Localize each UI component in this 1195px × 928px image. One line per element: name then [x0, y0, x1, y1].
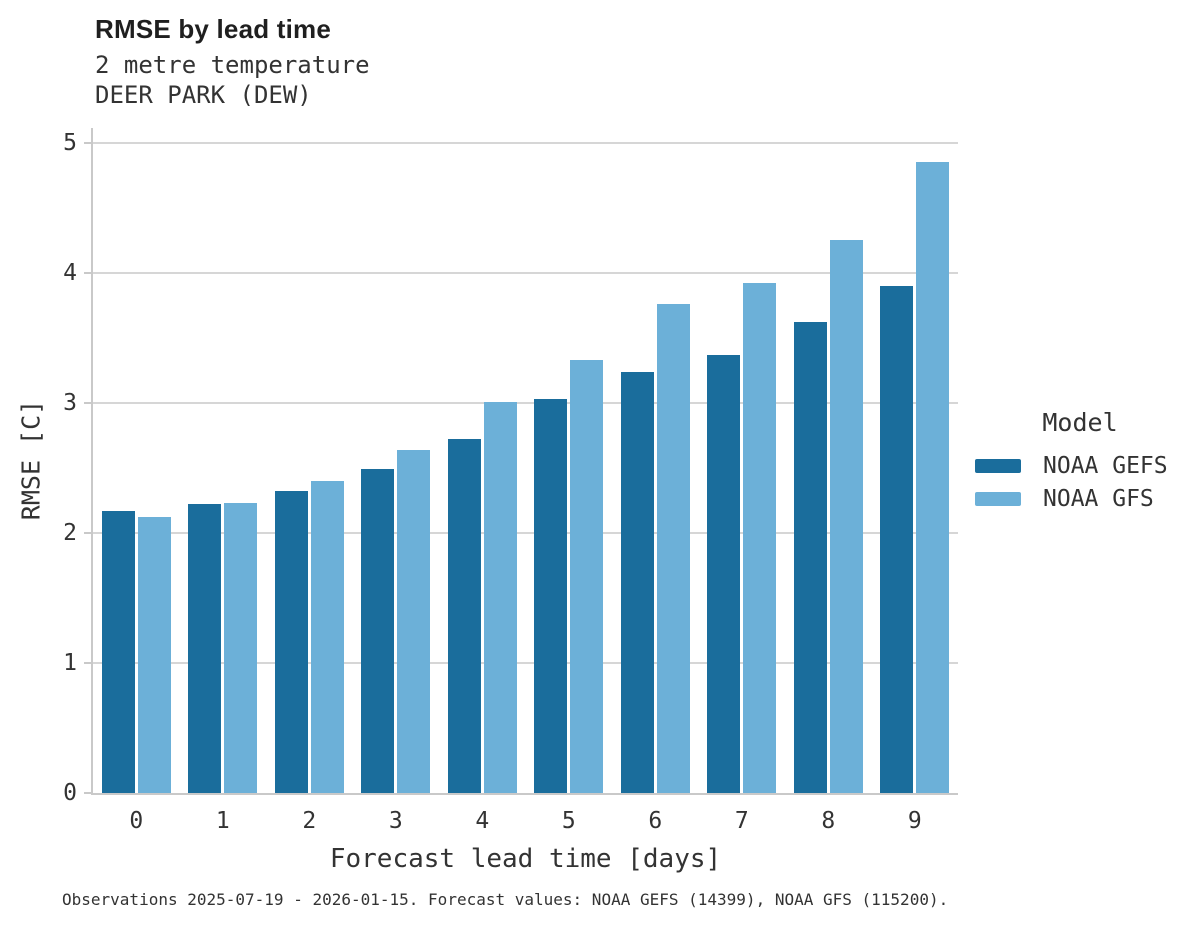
x-axis-spine — [91, 793, 958, 795]
x-tick-label-1: 1 — [215, 808, 230, 834]
chart-subtitle-variable: 2 metre temperature — [95, 51, 370, 79]
y-tick-mark-4 — [84, 272, 91, 274]
bar-noaa-gefs-lead-9 — [880, 286, 914, 793]
chart-title: RMSE by lead time — [95, 14, 332, 44]
bar-noaa-gfs-lead-9 — [916, 162, 950, 793]
gridline-y-4 — [93, 272, 958, 274]
bar-noaa-gefs-lead-8 — [793, 322, 827, 793]
legend-label-noaa-gefs: NOAA GEFS — [1043, 452, 1168, 479]
y-tick-label-3: 3 — [63, 390, 77, 416]
bar-noaa-gefs-lead-7 — [707, 355, 741, 793]
y-tick-mark-0 — [84, 792, 91, 794]
x-tick-label-4: 4 — [475, 808, 490, 834]
y-tick-mark-5 — [84, 142, 91, 144]
bar-noaa-gefs-lead-6 — [620, 372, 654, 793]
y-tick-mark-1 — [84, 662, 91, 664]
bar-noaa-gfs-lead-3 — [397, 450, 431, 793]
y-tick-label-5: 5 — [63, 130, 77, 156]
gridline-y-3 — [93, 402, 958, 404]
x-tick-label-3: 3 — [388, 808, 403, 834]
legend: Model NOAA GEFS NOAA GFS — [975, 408, 1185, 515]
legend-title: Model — [1042, 408, 1118, 437]
x-tick-label-5: 5 — [561, 808, 576, 834]
y-tick-label-2: 2 — [63, 520, 77, 546]
bar-noaa-gfs-lead-0 — [137, 517, 171, 793]
bar-noaa-gefs-lead-4 — [447, 439, 481, 793]
y-axis-title: RMSE [C] — [16, 399, 46, 521]
y-tick-label-0: 0 — [63, 780, 77, 806]
x-axis-title: Forecast lead time [days] — [329, 844, 722, 874]
x-tick-label-0: 0 — [129, 808, 144, 834]
gridline-y-1 — [93, 662, 958, 664]
bar-noaa-gfs-lead-1 — [224, 503, 258, 793]
bar-noaa-gefs-lead-2 — [274, 491, 308, 793]
bar-noaa-gefs-lead-0 — [101, 511, 135, 793]
gridline-y-5 — [93, 142, 958, 144]
bar-noaa-gfs-lead-2 — [310, 481, 344, 793]
chart-subtitle-station: DEER PARK (DEW) — [95, 81, 312, 109]
bar-noaa-gefs-lead-5 — [534, 399, 568, 793]
legend-label-noaa-gfs: NOAA GFS — [1043, 485, 1154, 512]
x-tick-label-9: 9 — [907, 808, 922, 834]
y-tick-mark-2 — [84, 532, 91, 534]
bar-noaa-gefs-lead-3 — [361, 469, 395, 793]
bar-noaa-gfs-lead-8 — [829, 240, 863, 793]
bar-noaa-gefs-lead-1 — [188, 504, 222, 793]
bar-noaa-gfs-lead-5 — [570, 360, 604, 793]
x-tick-label-2: 2 — [302, 808, 317, 834]
x-tick-label-8: 8 — [821, 808, 836, 834]
gridline-y-2 — [93, 532, 958, 534]
x-tick-label-7: 7 — [734, 808, 749, 834]
legend-entry-noaa-gfs: NOAA GFS — [975, 482, 1185, 515]
y-tick-mark-3 — [84, 402, 91, 404]
footer-note: Observations 2025-07-19 - 2026-01-15. Fo… — [62, 890, 949, 909]
bar-noaa-gfs-lead-6 — [656, 304, 690, 793]
legend-entry-noaa-gefs: NOAA GEFS — [975, 449, 1185, 482]
x-tick-label-6: 6 — [648, 808, 663, 834]
bar-noaa-gfs-lead-4 — [483, 402, 517, 793]
bar-noaa-gfs-lead-7 — [743, 283, 777, 793]
legend-swatch-noaa-gefs — [975, 458, 1021, 473]
y-tick-label-4: 4 — [63, 260, 77, 286]
legend-swatch-noaa-gfs — [975, 491, 1021, 506]
y-axis-spine — [91, 128, 93, 795]
y-tick-label-1: 1 — [63, 650, 77, 676]
